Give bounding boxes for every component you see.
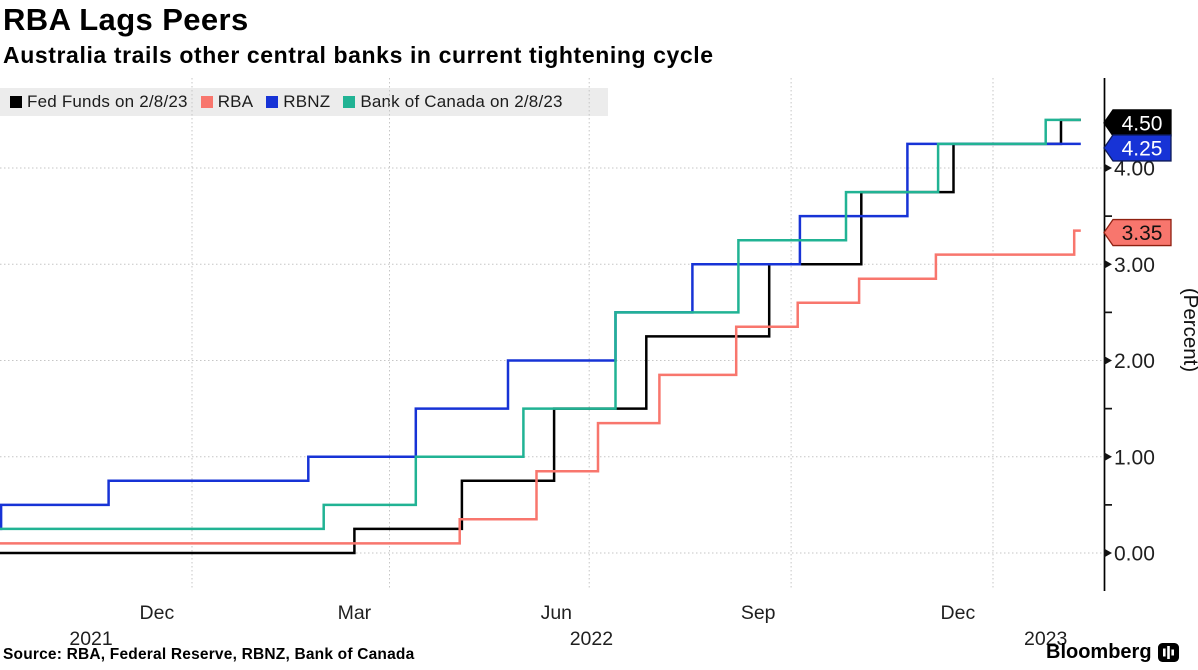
y-tick-arrow-icon xyxy=(1104,548,1112,558)
last-value-badge-label: 4.50 xyxy=(1122,112,1163,135)
x-month-label: Jun xyxy=(541,602,572,624)
y-tick-label: 1.00 xyxy=(1114,446,1155,469)
series-line-rba xyxy=(0,229,1081,545)
legend: Fed Funds on 2/8/23 RBA RBNZ Bank of Canada… xyxy=(0,88,608,116)
x-year-label: 2023 xyxy=(1024,628,1067,650)
last-value-badge-label: 3.35 xyxy=(1122,222,1163,245)
page-title: RBA Lags Peers xyxy=(3,2,249,37)
legend-label: RBNZ xyxy=(283,92,331,111)
legend-label: Fed Funds on 2/8/23 xyxy=(27,92,188,111)
legend-swatch-icon xyxy=(10,96,22,108)
y-tick-arrow-icon xyxy=(1104,356,1112,365)
legend-label: Bank of Canada on 2/8/23 xyxy=(360,92,563,111)
x-month-label: Sep xyxy=(741,602,776,624)
last-value-badge-label: 4.25 xyxy=(1122,137,1163,160)
x-year-label: 2022 xyxy=(570,628,613,650)
y-tick-arrow-icon xyxy=(1104,259,1112,269)
y-tick-label: 3.00 xyxy=(1114,254,1155,277)
legend-swatch-icon xyxy=(343,96,356,108)
series-line-bank-of-canada-on-2-8-23 xyxy=(0,118,1081,531)
x-month-label: Mar xyxy=(338,602,372,624)
y-tick-label: 2.00 xyxy=(1114,350,1155,373)
legend-swatch-icon xyxy=(200,96,213,108)
legend-item-0: Fed Funds on 2/8/23 xyxy=(10,92,188,112)
bloomberg-bars-icon xyxy=(1157,643,1179,662)
y-tick-arrow-icon xyxy=(1104,163,1112,173)
source-note: Source: RBA, Federal Reserve, RBNZ, Bank… xyxy=(3,646,415,663)
series-line-rbnz xyxy=(0,142,1081,531)
x-month-label: Dec xyxy=(140,602,175,624)
legend-swatch-icon xyxy=(266,96,279,108)
y-tick-label: 4.00 xyxy=(1114,158,1155,181)
bloomberg-wordmark: Bloomberg xyxy=(1046,641,1152,663)
bloomberg-logo: Bloomberg xyxy=(1046,641,1179,664)
page-subtitle: Australia trails other central banks in … xyxy=(3,42,714,68)
x-year-label: 2021 xyxy=(69,628,112,650)
series-line-fed-funds-on-2-8-23 xyxy=(0,118,1081,555)
y-tick-label: 0.00 xyxy=(1114,543,1155,566)
last-value-badge xyxy=(1103,218,1172,247)
last-value-badge xyxy=(1103,134,1172,162)
y-axis-title: (Percent) xyxy=(1179,288,1198,372)
legend-item-3: Bank of Canada on 2/8/23 xyxy=(343,92,562,112)
legend-item-1: RBA xyxy=(200,92,254,112)
legend-label: RBA xyxy=(217,92,254,111)
legend-item-2: RBNZ xyxy=(266,92,330,112)
x-month-label: Dec xyxy=(941,602,976,624)
y-tick-arrow-icon xyxy=(1104,452,1112,462)
last-value-badge xyxy=(1103,109,1172,137)
